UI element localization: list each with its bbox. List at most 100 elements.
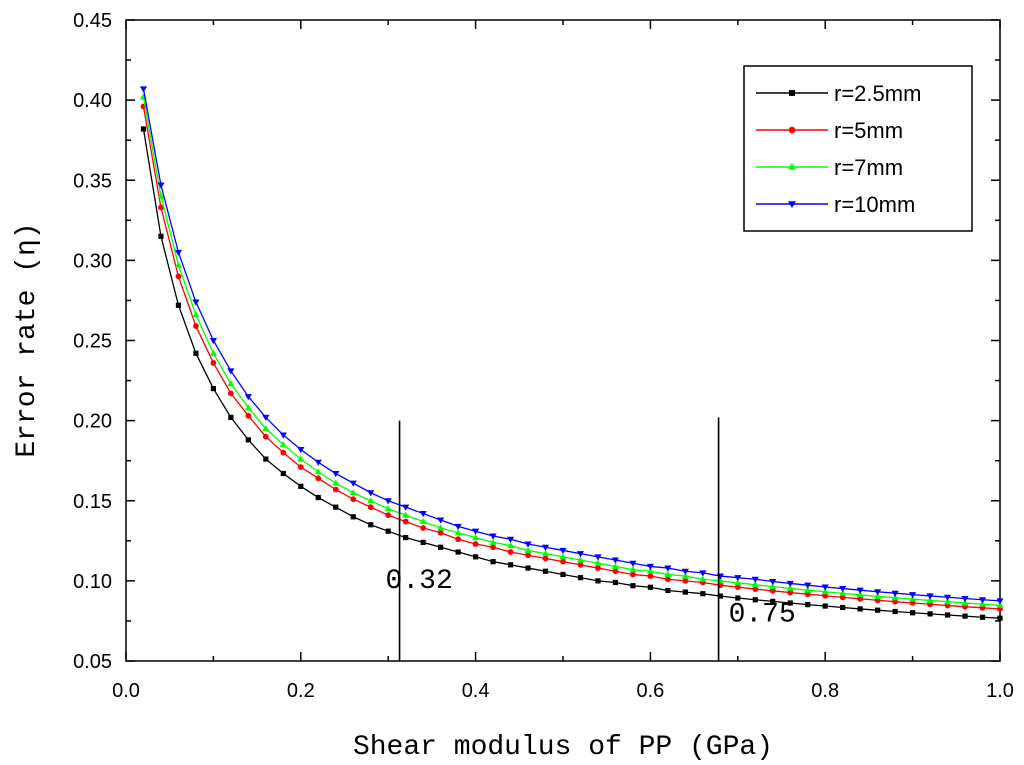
x-tick-label: 0.2 — [287, 680, 315, 702]
data-point — [158, 233, 164, 239]
legend-label: r=5mm — [834, 118, 903, 143]
series-r=2.5mm — [140, 126, 1003, 621]
data-point — [279, 441, 287, 448]
data-point — [525, 565, 531, 571]
x-tick-label: 1.0 — [986, 680, 1014, 702]
data-point — [209, 349, 217, 356]
data-point — [333, 504, 339, 510]
data-point — [192, 299, 200, 306]
data-point — [996, 598, 1004, 605]
y-tick-label: 0.20 — [73, 411, 112, 433]
data-point — [962, 613, 968, 619]
data-point — [437, 529, 444, 536]
data-point — [193, 350, 199, 356]
annotation-layer: 0.32 0.75 — [386, 417, 796, 661]
data-point — [944, 612, 951, 618]
data-point — [454, 529, 462, 536]
data-point — [472, 528, 480, 535]
data-point — [891, 594, 899, 601]
data-point — [927, 611, 933, 617]
data-point — [874, 592, 882, 599]
data-point — [821, 588, 829, 595]
legend-label: r=2.5mm — [834, 81, 921, 106]
data-point — [804, 582, 812, 589]
data-point — [490, 544, 496, 551]
data-point — [542, 555, 549, 562]
data-point — [419, 511, 427, 518]
data-point — [629, 560, 637, 567]
data-point — [349, 480, 357, 487]
data-point — [961, 599, 969, 606]
data-point — [489, 538, 497, 545]
data-point — [734, 579, 742, 586]
data-point — [770, 598, 776, 604]
data-point — [472, 541, 479, 547]
data-point — [245, 437, 251, 443]
series-r=7mm — [139, 93, 1004, 608]
legend-marker — [789, 90, 795, 96]
data-point — [192, 311, 200, 318]
data-point — [891, 590, 899, 597]
data-point — [769, 583, 777, 590]
annotation-label: 0.75 — [729, 600, 796, 631]
data-point — [594, 554, 602, 561]
data-point — [279, 432, 287, 439]
data-point — [262, 414, 270, 422]
data-point — [892, 608, 898, 615]
data-point — [140, 126, 147, 132]
data-point — [647, 573, 654, 579]
data-point — [630, 583, 636, 589]
data-point — [385, 512, 392, 519]
data-point — [700, 591, 706, 597]
data-point — [769, 587, 776, 594]
data-point — [996, 601, 1004, 608]
data-point — [314, 459, 322, 466]
data-point — [839, 594, 846, 601]
data-point — [857, 595, 864, 602]
data-point — [280, 449, 287, 456]
y-axis-title: Error rate (η) — [12, 222, 43, 457]
data-point — [157, 192, 165, 199]
data-point — [647, 584, 653, 590]
data-point — [646, 567, 654, 574]
data-point — [664, 570, 672, 577]
data-point — [227, 368, 235, 375]
data-point — [874, 589, 882, 596]
data-point — [490, 559, 496, 565]
data-point — [560, 558, 566, 565]
data-point — [682, 589, 688, 595]
data-point — [681, 568, 689, 575]
data-point — [926, 593, 934, 600]
data-point — [804, 586, 812, 593]
data-point — [840, 604, 846, 611]
y-tick-label: 0.40 — [73, 90, 112, 112]
data-point — [420, 525, 427, 531]
data-point — [507, 562, 514, 568]
data-point — [699, 570, 707, 577]
data-point — [454, 523, 462, 530]
data-point — [525, 552, 531, 559]
series-line — [142, 88, 1001, 602]
x-tick-label: 0.6 — [636, 680, 664, 702]
data-point — [839, 589, 847, 596]
data-point — [524, 546, 532, 553]
data-point — [926, 596, 934, 603]
data-point — [506, 542, 515, 549]
data-point — [857, 606, 863, 612]
legend-marker — [788, 201, 796, 208]
data-point — [455, 536, 462, 543]
legend-label: r=7mm — [834, 155, 903, 180]
data-point — [174, 249, 183, 256]
data-point — [699, 575, 707, 582]
data-point — [595, 578, 601, 584]
data-point — [612, 568, 619, 575]
data-point — [297, 455, 305, 462]
data-point — [576, 551, 585, 558]
y-tick-label: 0.45 — [73, 10, 112, 32]
data-point — [402, 518, 409, 525]
y-tick-label: 0.35 — [73, 170, 112, 192]
data-point — [665, 587, 671, 594]
data-point — [210, 360, 217, 366]
data-point — [769, 578, 777, 586]
